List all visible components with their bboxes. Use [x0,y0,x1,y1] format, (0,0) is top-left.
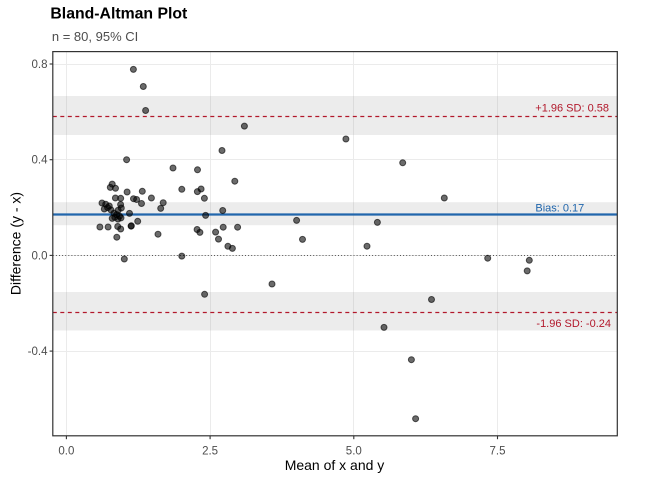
svg-text:2.5: 2.5 [202,445,218,457]
svg-text:0.0: 0.0 [58,445,74,457]
svg-text:5.0: 5.0 [346,445,362,457]
svg-text:n = 80, 95% CI: n = 80, 95% CI [52,29,138,44]
svg-text:-0.4: -0.4 [28,346,48,358]
svg-text:Bias: 0.17: Bias: 0.17 [535,202,584,214]
svg-text:Difference (y - x): Difference (y - x) [8,192,24,295]
svg-text:0.0: 0.0 [32,250,48,262]
svg-text:0.8: 0.8 [32,59,48,71]
svg-text:7.5: 7.5 [490,445,506,457]
svg-text:Bland-Altman Plot: Bland-Altman Plot [50,6,188,23]
svg-text:Mean of x and y: Mean of x and y [285,457,385,473]
svg-text:-1.96 SD: -0.24: -1.96 SD: -0.24 [536,318,611,330]
svg-text:0.4: 0.4 [32,155,49,167]
svg-text:+1.96 SD: 0.58: +1.96 SD: 0.58 [535,103,609,115]
